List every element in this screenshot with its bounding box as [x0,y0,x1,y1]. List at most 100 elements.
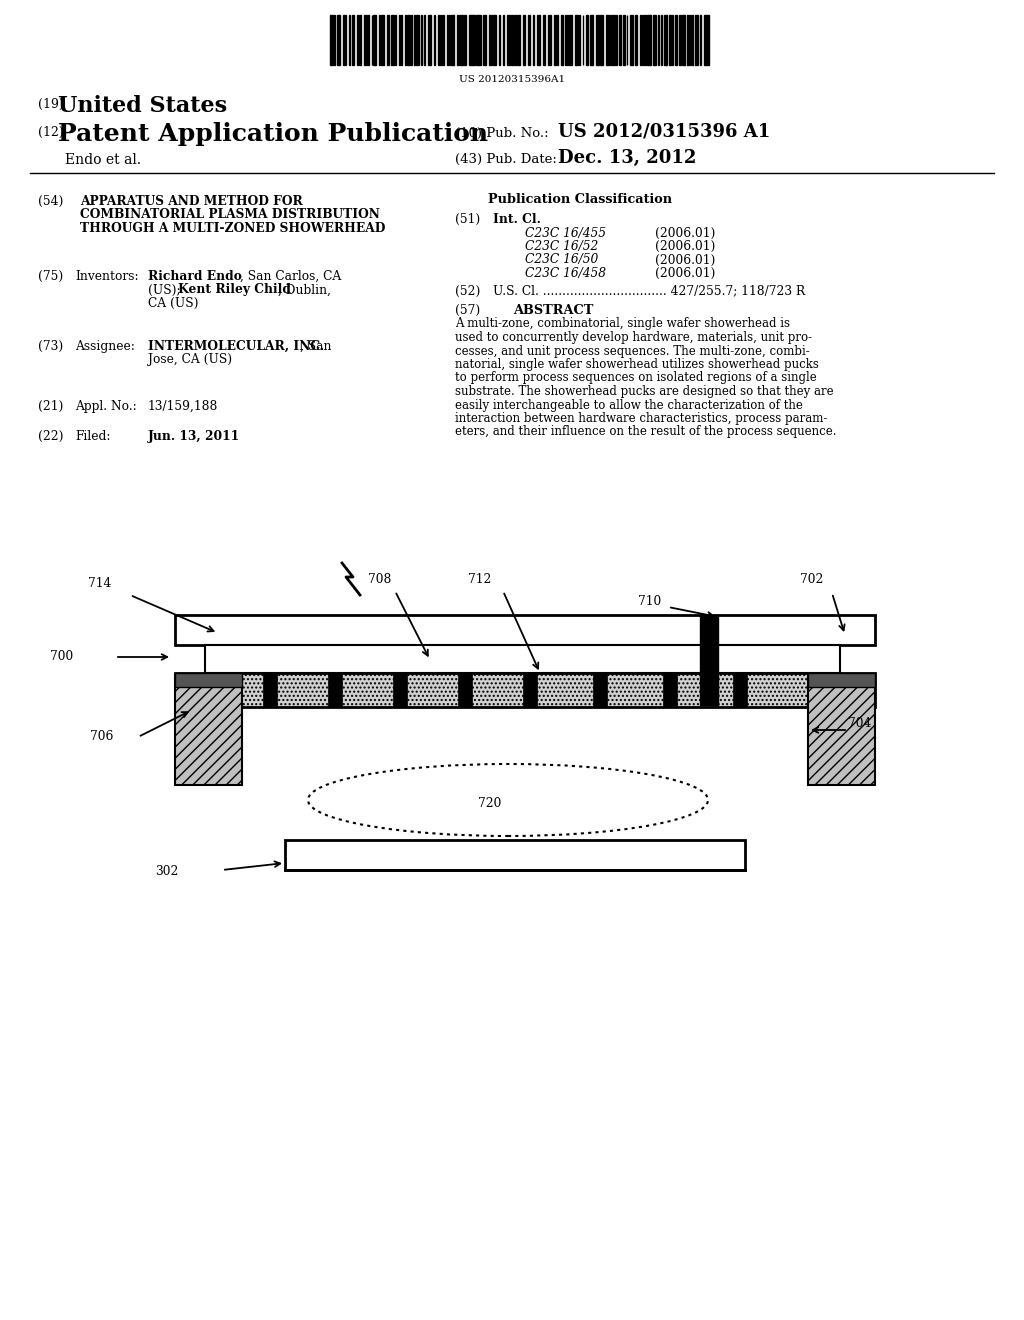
Bar [590,15,593,65]
Text: Publication Classification: Publication Classification [488,193,672,206]
Bar [469,15,472,65]
Text: used to concurrently develop hardware, materials, unit pro-: used to concurrently develop hardware, m… [455,331,812,345]
Bar [620,15,622,65]
Bar [682,15,685,65]
Bar [407,15,410,65]
Bar [514,15,515,65]
Bar [387,15,389,65]
Text: (2006.01): (2006.01) [655,267,716,280]
Text: , San Carlos, CA: , San Carlos, CA [240,271,341,282]
Bar [623,15,625,65]
Bar [663,673,677,708]
Bar [538,15,540,65]
Text: (2006.01): (2006.01) [655,227,716,239]
Bar [569,15,572,65]
Text: 704: 704 [848,717,871,730]
Text: C23C 16/455: C23C 16/455 [525,227,606,239]
Text: 700: 700 [50,649,74,663]
Text: eters, and their influence on the result of the process sequence.: eters, and their influence on the result… [455,425,837,438]
Bar [687,15,689,65]
Bar [523,673,537,708]
Bar [441,15,444,65]
Bar [175,673,242,686]
Text: C23C 16/458: C23C 16/458 [525,267,606,280]
Bar [808,673,874,686]
Bar [675,15,677,65]
Bar [428,15,431,65]
Text: (22): (22) [38,430,63,444]
Text: (54): (54) [38,195,63,209]
Bar [451,15,454,65]
Text: COMBINATORIAL PLASMA DISTRIBUTION: COMBINATORIAL PLASMA DISTRIBUTION [80,209,380,222]
Bar [707,15,710,65]
Bar [472,15,475,65]
Text: to perform process sequences on isolated regions of a single: to perform process sequences on isolated… [455,371,817,384]
Text: Assignee:: Assignee: [75,341,135,352]
Text: ABSTRACT: ABSTRACT [513,304,593,317]
Bar [523,15,525,65]
Bar [393,673,407,708]
Bar [482,15,485,65]
Bar [631,15,633,65]
Text: 302: 302 [155,865,178,878]
Bar [543,15,546,65]
Text: 13/159,188: 13/159,188 [148,400,218,413]
Bar [600,15,603,65]
Text: (19): (19) [38,98,63,111]
Bar [417,15,419,65]
Text: cesses, and unit process sequences. The multi-zone, combi-: cesses, and unit process sequences. The … [455,345,810,358]
Text: Jun. 13, 2011: Jun. 13, 2011 [148,430,240,444]
Text: C23C 16/52: C23C 16/52 [525,240,598,253]
Text: (52): (52) [455,285,480,297]
Text: C23C 16/50: C23C 16/50 [525,253,598,267]
Text: (75): (75) [38,271,63,282]
Bar [593,673,607,708]
Text: (43) Pub. Date:: (43) Pub. Date: [455,153,557,166]
Text: US 20120315396A1: US 20120315396A1 [459,75,565,84]
Bar [285,840,745,870]
Bar [596,15,599,65]
Text: INTERMOLECULAR, INC.: INTERMOLECULAR, INC. [148,341,325,352]
Text: 710: 710 [638,595,662,609]
Bar [561,15,563,65]
Text: 706: 706 [90,730,114,743]
Text: (21): (21) [38,400,63,413]
Text: United States: United States [58,95,227,117]
Text: US 2012/0315396 A1: US 2012/0315396 A1 [558,121,770,140]
Bar [586,15,588,65]
Text: substrate. The showerhead pucks are designed so that they are: substrate. The showerhead pucks are desi… [455,385,834,399]
Bar [330,15,333,65]
Text: CA (US): CA (US) [148,297,199,310]
Bar [367,15,370,65]
Text: interaction between hardware characteristics, process param-: interaction between hardware characteris… [455,412,827,425]
Text: (2006.01): (2006.01) [655,240,716,253]
Bar [517,15,520,65]
Text: Int. Cl.: Int. Cl. [493,213,541,226]
Bar [690,15,691,65]
Text: 720: 720 [478,797,502,810]
Text: (51): (51) [455,213,480,226]
Bar [205,645,840,673]
Text: natorial, single wafer showerhead utilizes showerhead pucks: natorial, single wafer showerhead utiliz… [455,358,819,371]
Bar [733,673,746,708]
Text: Richard Endo: Richard Endo [148,271,242,282]
Bar [511,15,513,65]
Bar [364,15,366,65]
Bar [635,15,637,65]
Text: , Dublin,: , Dublin, [278,284,331,297]
Bar [464,15,466,65]
Bar [351,15,354,65]
Bar [550,15,551,65]
Bar [338,15,340,65]
Bar [611,15,614,65]
Bar [640,15,641,65]
Bar [507,15,510,65]
Text: A multi-zone, combinatorial, single wafer showerhead is: A multi-zone, combinatorial, single wafe… [455,318,790,330]
Bar [808,675,874,785]
Bar [175,615,874,645]
Bar [653,15,655,65]
Bar [672,15,674,65]
Bar [359,15,361,65]
Bar [605,15,608,65]
Bar [391,15,394,65]
